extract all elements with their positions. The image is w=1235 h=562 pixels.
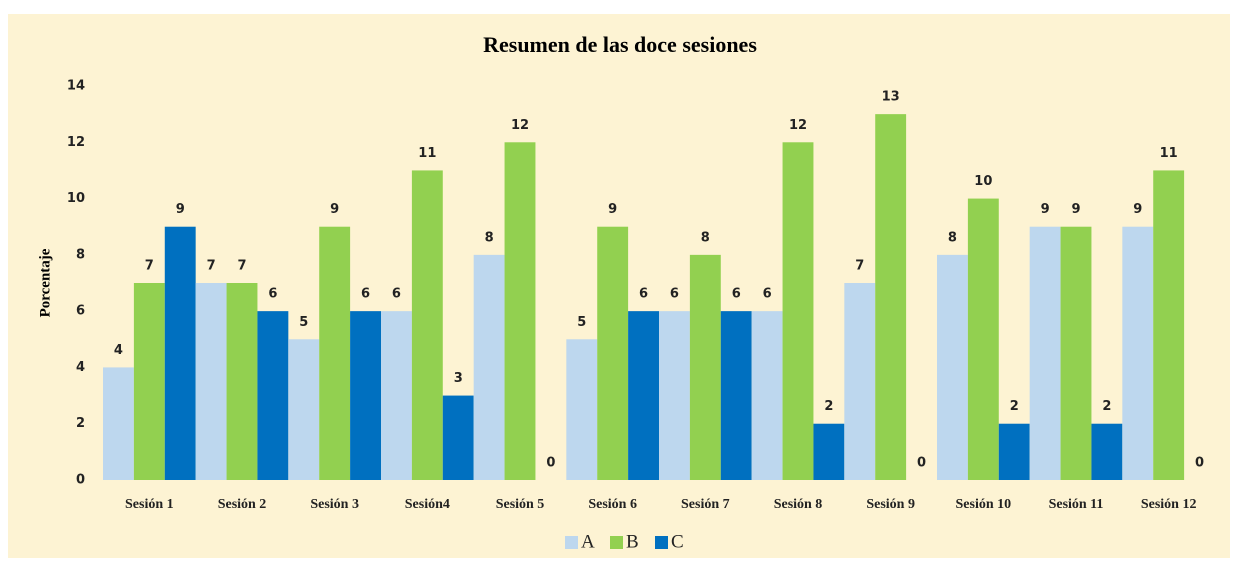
y-tick-label: 8 bbox=[76, 247, 85, 262]
data-label: 5 bbox=[577, 315, 586, 330]
data-label: 11 bbox=[418, 146, 436, 161]
bar bbox=[998, 423, 1030, 480]
bar bbox=[504, 142, 536, 481]
bar bbox=[103, 367, 134, 480]
y-tick-label: 12 bbox=[67, 135, 85, 150]
data-label: 9 bbox=[330, 202, 339, 217]
x-tick-label: Sesión 5 bbox=[496, 497, 545, 512]
bar bbox=[257, 311, 289, 480]
data-label: 13 bbox=[882, 90, 900, 105]
x-tick-label: Sesión 11 bbox=[1049, 497, 1104, 512]
bar bbox=[411, 170, 443, 480]
legend-swatch bbox=[610, 536, 623, 549]
legend-label: B bbox=[626, 531, 639, 552]
data-label: 7 bbox=[855, 259, 864, 274]
data-label: 0 bbox=[546, 456, 555, 471]
bar bbox=[319, 226, 351, 480]
data-label: 6 bbox=[670, 287, 679, 302]
bar bbox=[689, 254, 721, 480]
y-tick-label: 2 bbox=[76, 416, 85, 431]
bar bbox=[751, 311, 783, 480]
data-label: 5 bbox=[299, 315, 308, 330]
data-label: 11 bbox=[1160, 146, 1178, 161]
legend-label: A bbox=[581, 531, 595, 552]
y-tick-label: 14 bbox=[67, 79, 85, 94]
bar bbox=[195, 283, 227, 480]
bar bbox=[813, 423, 845, 480]
bar bbox=[473, 254, 505, 480]
bar bbox=[1091, 423, 1123, 480]
legend-label: C bbox=[671, 531, 684, 552]
x-tick-label: Sesión 7 bbox=[681, 497, 730, 512]
data-label: 8 bbox=[485, 230, 494, 245]
data-label: 7 bbox=[237, 259, 246, 274]
bar bbox=[1122, 226, 1154, 480]
bar bbox=[875, 114, 907, 481]
x-tick-label: Sesión 2 bbox=[218, 497, 267, 512]
data-label: 9 bbox=[1041, 202, 1050, 217]
x-tick-label: Sesión 6 bbox=[588, 497, 637, 512]
data-label: 4 bbox=[114, 343, 123, 358]
bar bbox=[937, 254, 968, 480]
y-tick-label: 4 bbox=[76, 360, 85, 375]
legend-swatch bbox=[655, 536, 668, 549]
bar bbox=[597, 226, 629, 480]
data-label: 7 bbox=[145, 259, 154, 274]
bar bbox=[381, 311, 412, 480]
data-label: 9 bbox=[1133, 202, 1142, 217]
x-tick-label: Sesión 10 bbox=[956, 497, 1012, 512]
data-label: 9 bbox=[176, 202, 185, 217]
bar bbox=[628, 311, 659, 480]
data-label: 3 bbox=[454, 371, 463, 386]
data-label: 0 bbox=[1195, 456, 1204, 471]
data-label: 8 bbox=[948, 230, 957, 245]
bar bbox=[1153, 170, 1185, 480]
data-label: 2 bbox=[1010, 399, 1019, 414]
data-label: 2 bbox=[824, 399, 833, 414]
bar bbox=[659, 311, 690, 480]
data-label: 6 bbox=[763, 287, 772, 302]
data-label: 12 bbox=[511, 118, 529, 133]
data-label: 6 bbox=[732, 287, 741, 302]
bar bbox=[1060, 226, 1092, 480]
data-label: 9 bbox=[608, 202, 617, 217]
data-label: 2 bbox=[1102, 399, 1111, 414]
bar bbox=[844, 283, 876, 480]
bar bbox=[350, 311, 381, 480]
legend-swatch bbox=[565, 536, 578, 549]
x-tick-label: Sesión 3 bbox=[310, 497, 359, 512]
bar bbox=[782, 142, 814, 481]
data-label: 6 bbox=[392, 287, 401, 302]
x-tick-label: Sesión 8 bbox=[774, 497, 823, 512]
bar bbox=[133, 283, 165, 480]
data-label: 0 bbox=[917, 456, 926, 471]
x-tick-label: Sesión 12 bbox=[1141, 497, 1197, 512]
y-tick-label: 10 bbox=[67, 191, 85, 206]
chart-title: Resumen de las doce sesiones bbox=[483, 32, 757, 57]
data-label: 8 bbox=[701, 230, 710, 245]
data-label: 9 bbox=[1071, 202, 1080, 217]
x-tick-label: Sesión 1 bbox=[125, 497, 174, 512]
bar bbox=[1029, 226, 1061, 480]
bar bbox=[288, 339, 320, 480]
data-label: 6 bbox=[639, 287, 648, 302]
data-label: 10 bbox=[974, 174, 992, 189]
x-tick-label: Sesión 9 bbox=[866, 497, 915, 512]
data-label: 6 bbox=[268, 287, 277, 302]
bar bbox=[566, 339, 598, 480]
y-tick-label: 0 bbox=[76, 473, 85, 488]
data-label: 6 bbox=[361, 287, 370, 302]
bar bbox=[164, 226, 196, 480]
y-tick-label: 6 bbox=[76, 304, 85, 319]
bar bbox=[442, 395, 474, 480]
x-tick-label: Sesión4 bbox=[405, 497, 450, 512]
bar bbox=[967, 198, 999, 481]
data-label: 12 bbox=[789, 118, 807, 133]
y-axis-label: Porcentaje bbox=[37, 248, 53, 317]
bar bbox=[720, 311, 752, 480]
bar bbox=[226, 283, 258, 480]
data-label: 7 bbox=[207, 259, 216, 274]
